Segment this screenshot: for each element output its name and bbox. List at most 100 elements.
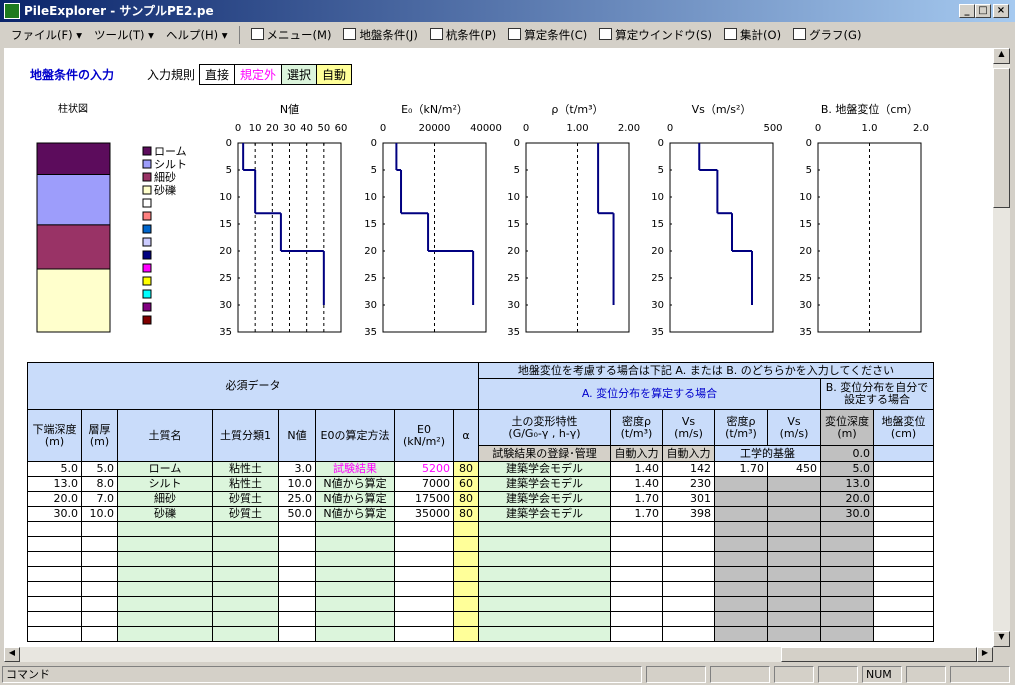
table-cell[interactable] (278, 521, 316, 537)
table-cell[interactable]: 7000 (394, 476, 454, 492)
close-button[interactable]: × (993, 4, 1009, 18)
table-cell[interactable] (315, 596, 395, 612)
toolbar-button[interactable]: 算定条件(C) (503, 25, 592, 45)
table-cell[interactable] (767, 551, 821, 567)
table-cell[interactable] (714, 611, 768, 627)
table-cell[interactable] (81, 581, 118, 597)
table-cell[interactable] (27, 611, 82, 627)
table-cell[interactable] (81, 551, 118, 567)
table-cell[interactable]: 398 (662, 506, 715, 522)
table-cell[interactable] (662, 566, 715, 582)
table-cell[interactable] (767, 536, 821, 552)
table-cell[interactable]: 7.0 (81, 491, 118, 507)
table-cell[interactable] (117, 521, 213, 537)
table-cell[interactable] (610, 626, 663, 642)
table-cell[interactable] (27, 551, 82, 567)
table-cell[interactable] (27, 521, 82, 537)
table-cell[interactable] (453, 626, 479, 642)
table-cell[interactable]: 粘性土 (212, 476, 279, 492)
table-cell[interactable] (453, 521, 479, 537)
table-cell[interactable] (714, 521, 768, 537)
table-cell[interactable] (610, 536, 663, 552)
table-cell[interactable] (278, 611, 316, 627)
table-cell[interactable] (394, 596, 454, 612)
table-cell[interactable] (610, 566, 663, 582)
table-cell[interactable] (394, 536, 454, 552)
table-cell[interactable] (117, 611, 213, 627)
table-cell[interactable] (117, 551, 213, 567)
table-cell[interactable]: 25.0 (278, 491, 316, 507)
table-cell[interactable] (27, 596, 82, 612)
table-cell[interactable] (81, 611, 118, 627)
table-cell[interactable]: 建築学会モデル (478, 506, 611, 522)
table-cell[interactable]: N値から算定 (315, 506, 395, 522)
scroll-down[interactable]: ▼ (993, 631, 1010, 647)
table-cell[interactable]: 450 (767, 461, 821, 477)
table-cell[interactable]: 17500 (394, 491, 454, 507)
table-cell[interactable] (872, 551, 935, 567)
table-cell[interactable] (117, 596, 213, 612)
table-cell[interactable] (394, 611, 454, 627)
table-cell[interactable] (394, 566, 454, 582)
table-cell[interactable] (820, 566, 874, 582)
table-cell[interactable] (278, 596, 316, 612)
table-cell[interactable] (767, 491, 821, 507)
table-cell[interactable] (767, 626, 821, 642)
menu-item[interactable]: ファイル(F) ▾ (11, 28, 83, 42)
table-cell[interactable] (820, 521, 874, 537)
table-cell[interactable] (714, 491, 768, 507)
scroll-right[interactable]: ▶ (977, 647, 993, 662)
table-cell[interactable] (820, 596, 874, 612)
table-cell[interactable]: 50.0 (278, 506, 316, 522)
table-cell[interactable] (872, 461, 935, 477)
table-cell[interactable] (714, 566, 768, 582)
table-cell[interactable] (278, 566, 316, 582)
table-cell[interactable]: 230 (662, 476, 715, 492)
table-cell[interactable] (27, 566, 82, 582)
table-cell[interactable] (453, 566, 479, 582)
table-cell[interactable] (478, 611, 611, 627)
menu-item[interactable]: ヘルプ(H) ▾ (165, 28, 228, 42)
table-cell[interactable] (662, 596, 715, 612)
table-cell[interactable]: 1.40 (610, 476, 663, 492)
table-cell[interactable] (278, 581, 316, 597)
table-cell[interactable] (315, 581, 395, 597)
table-cell[interactable] (315, 521, 395, 537)
table-cell[interactable] (820, 626, 874, 642)
table-cell[interactable]: 砂質土 (212, 491, 279, 507)
table-cell[interactable] (872, 566, 935, 582)
table-cell[interactable]: 試験結果 (315, 461, 395, 477)
table-cell[interactable] (212, 521, 279, 537)
table-cell[interactable] (820, 551, 874, 567)
table-cell[interactable] (478, 566, 611, 582)
table-cell[interactable] (278, 536, 316, 552)
table-cell[interactable] (81, 566, 118, 582)
table-cell[interactable] (610, 581, 663, 597)
table-cell[interactable] (872, 581, 935, 597)
table-cell[interactable]: 1.40 (610, 461, 663, 477)
table-cell[interactable] (714, 476, 768, 492)
table-cell[interactable] (212, 626, 279, 642)
table-cell[interactable]: 142 (662, 461, 715, 477)
table-cell[interactable]: 砂礫 (117, 506, 213, 522)
table-cell[interactable]: 1.70 (714, 461, 768, 477)
scroll-thumb[interactable] (993, 68, 1010, 208)
table-cell[interactable] (662, 551, 715, 567)
toolbar-button[interactable]: 算定ウインドウ(S) (594, 25, 717, 45)
table-cell[interactable]: ローム (117, 461, 213, 477)
table-cell[interactable] (820, 581, 874, 597)
toolbar-button[interactable]: 地盤条件(J) (338, 25, 422, 45)
table-cell[interactable] (315, 566, 395, 582)
table-cell[interactable]: 5.0 (820, 461, 874, 477)
table-cell[interactable] (394, 581, 454, 597)
table-cell[interactable]: 60 (453, 476, 479, 492)
table-cell[interactable]: 建築学会モデル (478, 476, 611, 492)
table-cell[interactable] (315, 626, 395, 642)
table-cell[interactable]: 1.70 (610, 491, 663, 507)
table-cell[interactable] (872, 521, 935, 537)
table-cell[interactable] (453, 611, 479, 627)
table-cell[interactable] (394, 626, 454, 642)
table-cell[interactable] (394, 521, 454, 537)
table-cell[interactable] (767, 521, 821, 537)
table-cell[interactable] (714, 506, 768, 522)
